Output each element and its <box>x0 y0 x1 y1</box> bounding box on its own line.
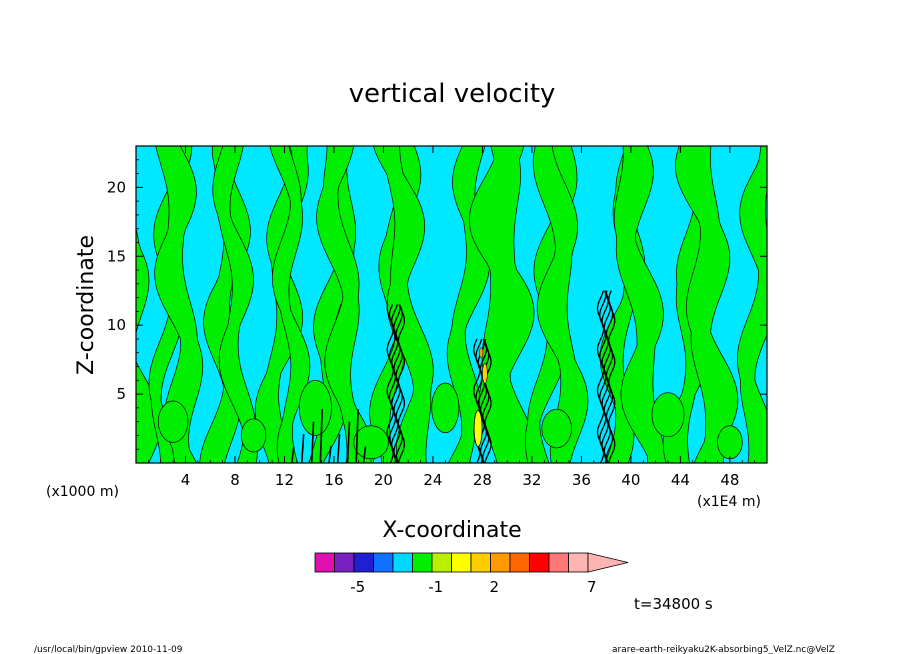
green-blob-5 <box>541 408 572 449</box>
colorbar-swatch-5 <box>412 552 433 573</box>
footer-right: arare-earth-reikyaku2K-absorbing5_VelZ.n… <box>612 645 835 654</box>
updraft-core-0 <box>386 304 406 463</box>
colorbar-swatch-13 <box>568 552 589 573</box>
green-blob-3 <box>353 425 389 460</box>
colorbar-swatch-0 <box>314 552 335 573</box>
green-band-2 <box>154 146 204 463</box>
x-tick-label-32: 32 <box>522 471 541 489</box>
x-axis: 4 8 12 16 20 24 28 32 36 40 44 48 <box>147 146 768 489</box>
colorbar-swatch-8 <box>470 552 491 573</box>
updraft-core-2 <box>596 290 616 463</box>
colorbar-swatch-12 <box>548 552 569 573</box>
velocity-field <box>136 146 767 463</box>
y-tick-label-15: 15 <box>107 247 126 265</box>
y-tick-label-10: 10 <box>107 316 126 334</box>
colorbar-tick-label-3: 7 <box>587 578 597 596</box>
colorbar-swatch-6 <box>431 552 452 573</box>
x-tick-label-12: 12 <box>275 471 294 489</box>
green-band-16 <box>614 146 670 463</box>
colorbar-swatch-10 <box>509 552 530 573</box>
colorbar-tick-label-0: -5 <box>350 578 365 596</box>
x-axis-label: X-coordinate <box>382 518 521 543</box>
green-blob-1 <box>240 418 267 453</box>
colorbar-swatch-2 <box>353 552 374 573</box>
plot-frame <box>135 145 768 464</box>
green-band-18 <box>675 146 739 463</box>
green-blob-0 <box>157 400 189 443</box>
x-tick-label-40: 40 <box>621 471 640 489</box>
green-blob-4 <box>431 382 460 434</box>
x-tick-label-24: 24 <box>423 471 442 489</box>
colorbar-swatch-7 <box>451 552 472 573</box>
x-tick-label-44: 44 <box>671 471 690 489</box>
colorbar-swatch-4 <box>392 552 413 573</box>
chart-title: vertical velocity <box>349 79 556 109</box>
time-label: t=34800 s <box>634 595 713 613</box>
colorbar-swatch-1 <box>334 552 355 573</box>
green-band-11 <box>446 146 491 463</box>
green-blob-6 <box>651 392 685 438</box>
x-unit-right: (x1E4 m) <box>697 494 761 510</box>
colorbar-swatch-9 <box>490 552 511 573</box>
colorbar-tick-label-1: -1 <box>428 578 443 596</box>
colorbar-swatch-3 <box>373 552 394 573</box>
x-tick-label-8: 8 <box>230 471 240 489</box>
green-blob-2 <box>298 379 332 436</box>
y-tick-label-5: 5 <box>116 385 126 403</box>
x-tick-label-20: 20 <box>374 471 393 489</box>
green-band-6 <box>269 146 311 463</box>
colorbar: -5 -1 2 7 <box>314 552 629 596</box>
colorbar-tick-label-2: 2 <box>489 578 499 596</box>
y-tick-label-20: 20 <box>107 178 126 196</box>
x-tick-label-16: 16 <box>324 471 343 489</box>
green-band-4 <box>212 146 258 463</box>
surface-streaks <box>291 409 367 463</box>
colorbar-extend-arrow <box>587 552 629 573</box>
x-tick-label-28: 28 <box>473 471 492 489</box>
green-band-19 <box>737 146 767 463</box>
updraft-core-1 <box>473 338 492 463</box>
x-unit-left: (x1000 m) <box>46 484 119 500</box>
colorbar-swatch-11 <box>529 552 550 573</box>
x-tick-label-48: 48 <box>720 471 739 489</box>
green-band-8 <box>316 146 375 463</box>
green-blob-7 <box>717 425 743 460</box>
footer-left: /usr/local/bin/gpview 2010-11-09 <box>34 645 183 654</box>
green-band-14 <box>532 146 589 463</box>
y-axis-label: Z-coordinate <box>74 235 99 375</box>
y-axis: 5 10 15 20 <box>107 159 767 450</box>
x-tick-label-4: 4 <box>181 471 191 489</box>
x-tick-label-36: 36 <box>572 471 591 489</box>
